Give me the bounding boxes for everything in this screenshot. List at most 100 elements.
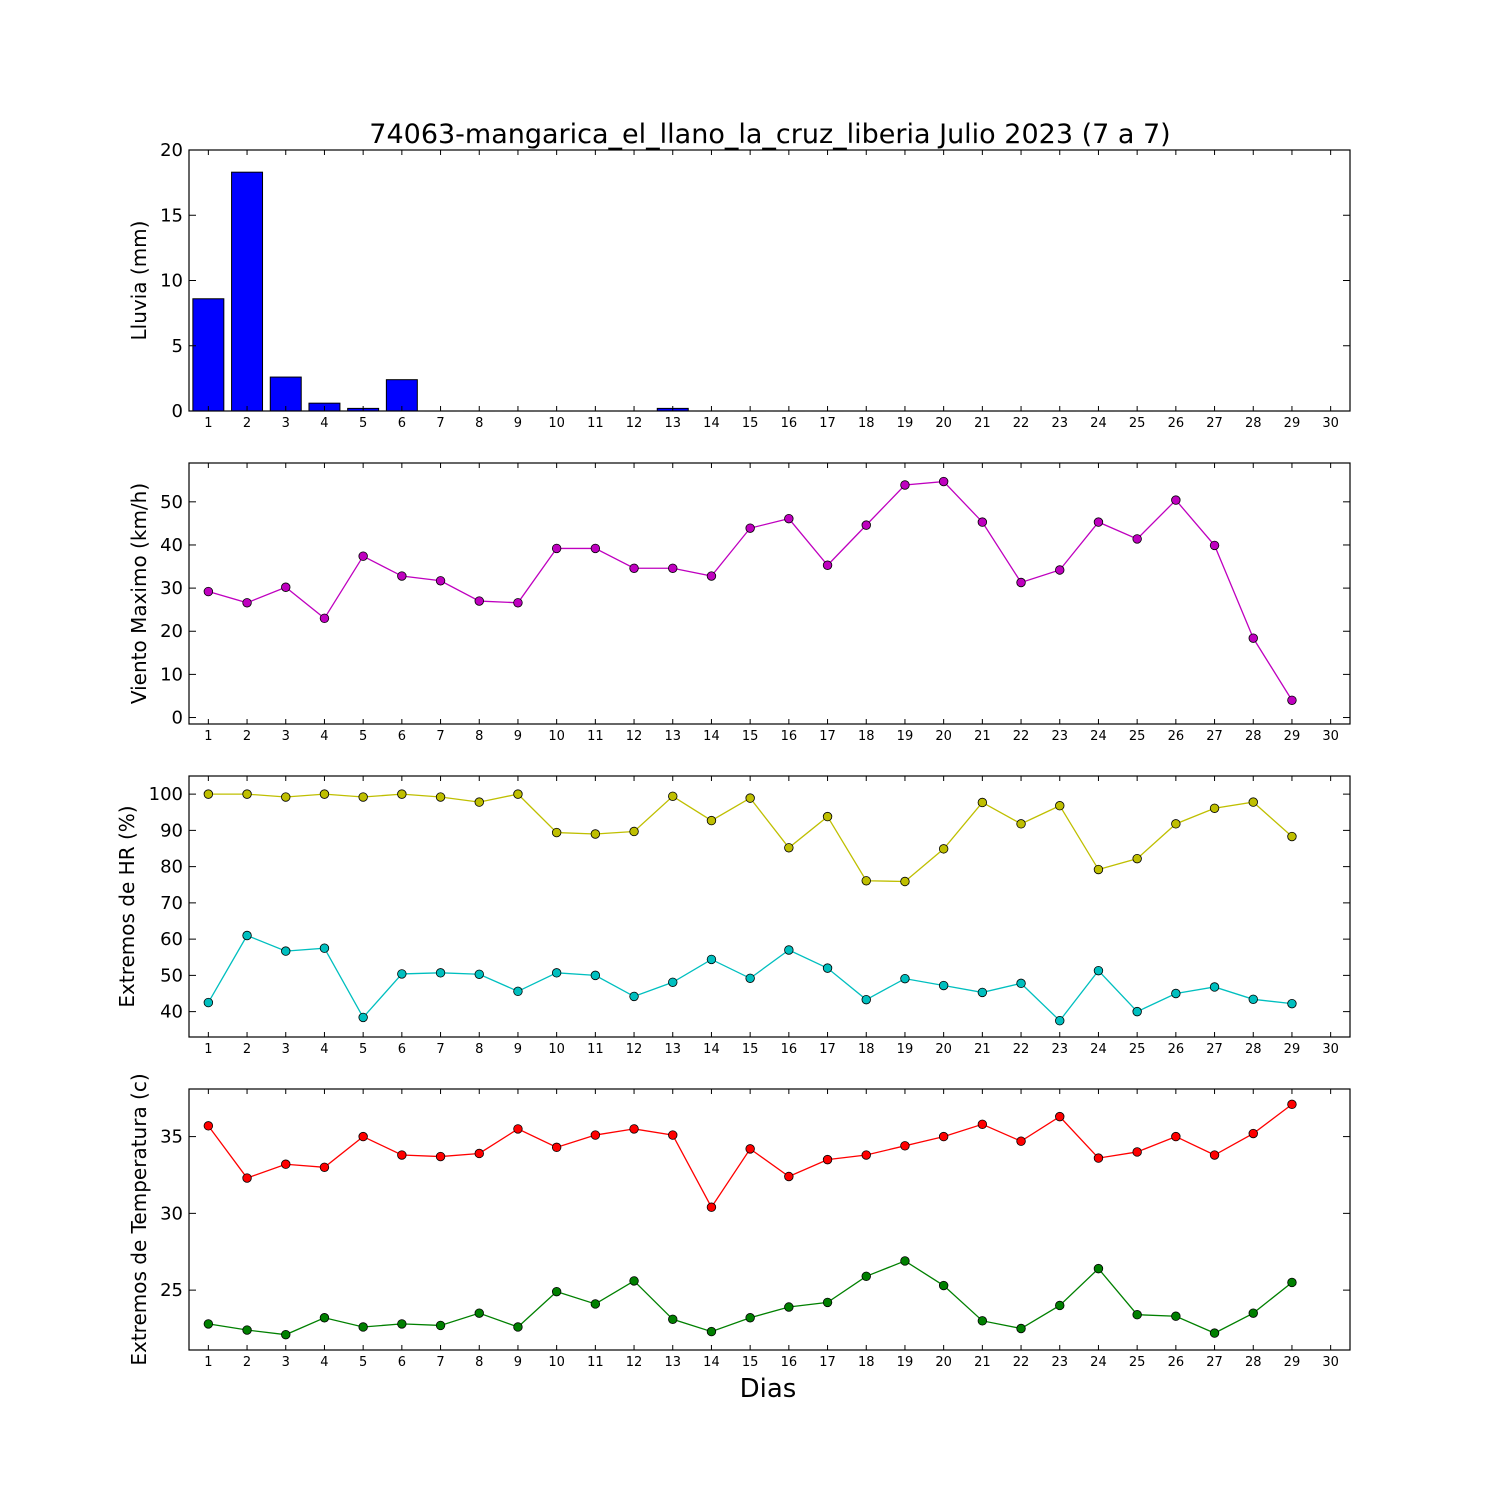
x-tick-label: 26 <box>1168 416 1185 431</box>
x-tick-label: 26 <box>1168 1355 1185 1370</box>
wind-panel-series-0-point-day-14 <box>706 571 717 581</box>
y-tick-label: 40 <box>160 1002 183 1023</box>
temperature-panel-series-1-point-day-21 <box>977 1316 988 1326</box>
humidity-panel-series-0-point-day-15 <box>745 793 755 803</box>
temperature-panel-frame <box>188 1088 1351 1351</box>
temperature-panel-series-0-point-day-26 <box>1171 1131 1181 1142</box>
humidity-panel-series-1-point-day-16 <box>784 945 794 955</box>
humidity-panel-series-1-point-day-7 <box>435 968 446 978</box>
y-tick-label: 10 <box>160 664 183 685</box>
x-tick-label: 2 <box>243 729 251 744</box>
x-tick-label: 30 <box>1322 416 1339 431</box>
y-tick-label: 40 <box>160 535 183 556</box>
x-tick-label: 2 <box>243 1355 251 1370</box>
humidity-panel-series-1-point-day-1 <box>203 997 214 1008</box>
temperature-panel-series-0-point-day-27 <box>1209 1150 1220 1160</box>
x-tick-label: 17 <box>819 729 836 744</box>
x-tick-label: 3 <box>282 729 290 744</box>
humidity-panel-series-0-point-day-1 <box>203 789 214 799</box>
humidity-panel-series-0-point-day-5 <box>358 792 368 802</box>
humidity-panel-series-0-point-day-26 <box>1171 819 1181 829</box>
x-tick-label: 22 <box>1013 1355 1030 1370</box>
x-tick-label: 27 <box>1206 416 1223 431</box>
x-tick-label: 24 <box>1090 1042 1107 1057</box>
rain-panel: 1 2 3 4 5 6 7 8 9 10 11 12 13 14 15 16 17 18 19 20 21 22 23 24 2… <box>127 140 1351 431</box>
wind-panel-y-axis-label: Viento Maximo (km/h) <box>127 483 151 704</box>
x-tick-label: 21 <box>974 729 991 744</box>
wind-panel-series-0-point-day-26 <box>1171 495 1181 505</box>
x-tick-label: 18 <box>858 1355 875 1370</box>
x-tick-label: 23 <box>1051 416 1068 431</box>
x-tick-label: 27 <box>1206 1042 1223 1057</box>
x-tick-label: 16 <box>781 729 798 744</box>
x-tick-label: 1 <box>204 1355 212 1370</box>
x-tick-label: 5 <box>359 1355 367 1370</box>
y-tick-label: 100 <box>149 784 183 805</box>
temperature-panel-series-0-point-day-13 <box>668 1130 678 1140</box>
x-tick-label: 8 <box>475 416 483 431</box>
y-tick-label: 5 <box>172 336 183 357</box>
wind-panel-series-0-point-day-25 <box>1132 534 1142 544</box>
x-tick-label: 22 <box>1013 416 1030 431</box>
figure-title: 74063-mangarica_el_llano_la_cruz_liberia… <box>369 119 1170 150</box>
x-tick-label: 6 <box>398 729 406 744</box>
x-tick-label: 23 <box>1051 729 1068 744</box>
temperature-panel-y-axis-label: Extremos de Temperatura (c) <box>127 1073 151 1365</box>
x-tick-label: 13 <box>664 1355 681 1370</box>
x-tick-label: 16 <box>781 416 798 431</box>
x-tick-label: 27 <box>1206 729 1223 744</box>
y-tick-label: 0 <box>172 708 183 729</box>
x-tick-label: 7 <box>436 1042 444 1057</box>
rain-panel-frame <box>188 149 1351 412</box>
x-tick-label: 9 <box>514 416 522 431</box>
x-tick-label: 29 <box>1284 729 1301 744</box>
x-tick-label: 9 <box>514 729 522 744</box>
humidity-panel-series-1-point-day-6 <box>397 969 407 979</box>
x-tick-label: 24 <box>1090 1355 1107 1370</box>
humidity-panel-series-1-point-day-23 <box>1055 1015 1065 1026</box>
x-tick-label: 4 <box>320 416 328 431</box>
humidity-panel-series-1-point-day-13 <box>668 977 678 987</box>
y-tick-label: 20 <box>160 140 183 161</box>
wind-panel-series-0-point-day-10 <box>551 543 562 554</box>
temperature-panel-series-1-point-day-23 <box>1055 1300 1065 1311</box>
x-tick-label: 13 <box>664 1042 681 1057</box>
temperature-panel-series-1-point-day-4 <box>319 1313 330 1323</box>
x-tick-label: 30 <box>1322 1042 1339 1057</box>
humidity-panel-series-0-point-day-24 <box>1093 864 1104 875</box>
humidity-panel-series-0-point-day-9 <box>513 789 523 799</box>
temperature-panel-series-0-point-day-15 <box>745 1144 755 1154</box>
y-tick-label: 90 <box>160 820 183 841</box>
wind-panel-series-0-point-day-23 <box>1055 565 1065 575</box>
temperature-panel-series-0-line <box>207 1103 1293 1209</box>
temperature-panel-series-1-point-day-9 <box>513 1322 523 1332</box>
temperature-panel-series-0-point-day-4 <box>319 1162 330 1173</box>
x-tick-label: 4 <box>320 1042 328 1057</box>
x-tick-label: 6 <box>398 1042 406 1057</box>
temperature-panel-series-1-point-day-26 <box>1171 1311 1181 1321</box>
x-tick-label: 1 <box>204 1042 212 1057</box>
x-tick-label: 18 <box>858 416 875 431</box>
y-tick-label: 60 <box>160 929 183 950</box>
wind-panel-series-0-point-day-3 <box>281 582 291 592</box>
humidity-panel-series-0-point-day-14 <box>706 815 717 826</box>
humidity-panel-series-0-point-day-3 <box>281 792 291 802</box>
temperature-panel-series-0-point-day-6 <box>397 1150 407 1160</box>
wind-panel-series-0-point-day-20 <box>938 476 949 487</box>
temperature-panel-series-1-point-day-24 <box>1093 1263 1104 1274</box>
x-tick-label: 15 <box>742 416 759 431</box>
y-tick-label: 15 <box>160 205 183 226</box>
x-tick-label: 11 <box>587 416 604 431</box>
temperature-panel-series-0-point-day-22 <box>1016 1136 1026 1146</box>
x-tick-label: 14 <box>703 729 720 744</box>
y-tick-label: 10 <box>160 271 183 292</box>
temperature-panel-series-1-point-day-8 <box>474 1308 484 1318</box>
x-tick-label: 18 <box>858 729 875 744</box>
y-tick-label: 70 <box>160 893 183 914</box>
x-tick-label: 8 <box>475 1355 483 1370</box>
x-tick-label: 23 <box>1051 1042 1068 1057</box>
x-tick-label: 5 <box>359 1042 367 1057</box>
x-tick-label: 15 <box>742 1355 759 1370</box>
x-tick-label: 14 <box>703 1042 720 1057</box>
